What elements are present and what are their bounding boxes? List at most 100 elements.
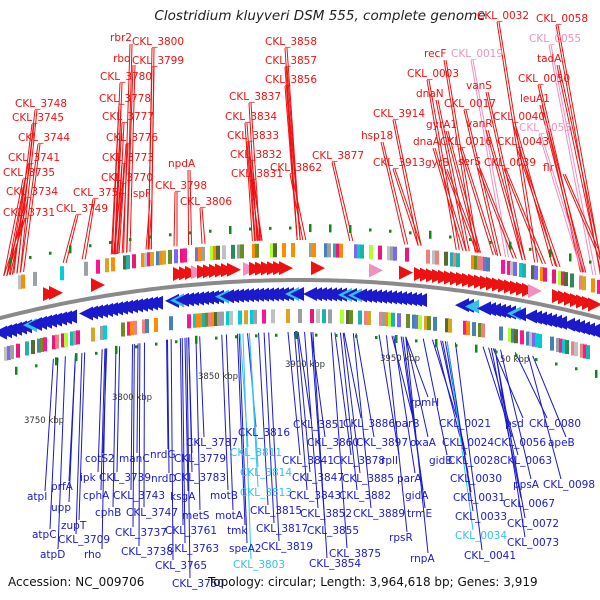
gene-label-gyra1[interactable]: gyrA1 — [426, 119, 458, 131]
gene-label-flr[interactable]: flr — [543, 162, 554, 174]
gene-label-ckl-3777[interactable]: CKL_3777 — [102, 111, 155, 123]
gene-label-ckl-3852[interactable]: CKL_3852 — [300, 508, 353, 520]
gene-label-ckl-3815[interactable]: CKL_3815 — [250, 505, 303, 517]
gene-label-ckl-0040[interactable]: CKL_0040 — [493, 111, 546, 123]
gene-label-para[interactable]: parA — [397, 473, 422, 485]
gene-label-ckl-0053[interactable]: CKL_0053 — [519, 122, 572, 134]
gene-label-ckl-3819[interactable]: CKL_3819 — [261, 541, 314, 553]
gene-label-ppsa[interactable]: ppsA — [513, 479, 539, 491]
gene-label-mota[interactable]: motA — [215, 510, 243, 522]
gene-label-ckl-0031[interactable]: CKL_0031 — [453, 492, 506, 504]
gene-label-ckl-0073[interactable]: CKL_0073 — [507, 537, 560, 549]
gene-label-cphb[interactable]: cphB — [95, 507, 122, 519]
gene-label-ckl-0067[interactable]: CKL_0067 — [503, 498, 556, 510]
gene-label-ckl-3816[interactable]: CKL_3816 — [238, 427, 291, 439]
gene-label-ckl-3783[interactable]: CKL_3783 — [174, 472, 227, 484]
gene-label-gidb[interactable]: gidB — [429, 455, 453, 467]
gene-label-ckl-3770[interactable]: CKL_3770 — [101, 172, 154, 184]
gene-label-ckl-0098[interactable]: CKL_0098 — [543, 479, 596, 491]
gene-label-ckl-3776[interactable]: CKL_3776 — [106, 132, 159, 144]
gene-label-ckl-3800[interactable]: CKL_3800 — [132, 36, 185, 48]
gene-label-recf[interactable]: recF — [424, 48, 447, 60]
gene-label-ckl-3799[interactable]: CKL_3799 — [132, 55, 185, 67]
gene-label-cots2[interactable]: cotS2 — [85, 453, 115, 465]
gene-label-ckl-3779[interactable]: CKL_3779 — [174, 453, 227, 465]
gene-label-psd[interactable]: psd — [505, 418, 524, 430]
gene-label-upp[interactable]: upp — [51, 502, 71, 514]
gene-label-ckl-3837[interactable]: CKL_3837 — [229, 91, 282, 103]
gene-label-ckl-3814[interactable]: CKL_3814 — [240, 467, 293, 479]
gene-label-ckl-0030[interactable]: CKL_0030 — [450, 473, 503, 485]
gene-label-ckl-0017[interactable]: CKL_0017 — [444, 98, 497, 110]
gene-label-ckl-3734[interactable]: CKL_3734 — [6, 186, 59, 198]
gene-label-ckl-3831[interactable]: CKL_3831 — [231, 168, 284, 180]
gene-label-ckl-3897[interactable]: CKL_3897 — [356, 437, 409, 449]
gene-label-ckl-3803[interactable]: CKL_3803 — [233, 559, 286, 571]
gene-label-dnan[interactable]: dnaN — [416, 88, 444, 100]
gene-label-ckl-3878[interactable]: CKL_3878 — [333, 455, 386, 467]
gene-label-ckl-3754[interactable]: CKL_3754 — [73, 187, 126, 199]
gene-label-ckl-3735[interactable]: CKL_3735 — [3, 167, 56, 179]
gene-label-nrdd[interactable]: nrdD — [151, 473, 177, 485]
gene-label-mets[interactable]: metS — [182, 510, 210, 522]
gene-label-rpsr[interactable]: rpsR — [389, 532, 413, 544]
gene-label-atpi[interactable]: atpI — [27, 491, 48, 503]
gene-label-ckl-3747[interactable]: CKL_3747 — [126, 507, 179, 519]
gene-label-ckl-3856[interactable]: CKL_3856 — [265, 74, 318, 86]
gene-label-ckl-3854[interactable]: CKL_3854 — [309, 558, 362, 570]
gene-label-atpc[interactable]: atpC — [32, 529, 57, 541]
gene-label-tada[interactable]: tadA — [537, 53, 562, 65]
gene-label-rho[interactable]: rho — [84, 549, 102, 561]
gene-label-ckl-3855[interactable]: CKL_3855 — [307, 525, 360, 537]
gene-label-ckl-3832[interactable]: CKL_3832 — [230, 149, 283, 161]
gene-label-ckl-0063[interactable]: CKL_0063 — [500, 455, 553, 467]
gene-label-ckl-3780[interactable]: CKL_3780 — [100, 71, 153, 83]
gene-label-ckl-3860[interactable]: CKL_3860 — [307, 437, 360, 449]
gene-label-ckl-3738[interactable]: CKL_3738 — [121, 546, 174, 558]
gene-label-vanr[interactable]: vanR — [466, 118, 493, 130]
gene-label-ckl-0050[interactable]: CKL_0050 — [518, 73, 571, 85]
gene-label-ckl-0032[interactable]: CKL_0032 — [477, 10, 530, 22]
gene-label-ckl-3709[interactable]: CKL_3709 — [58, 534, 111, 546]
gene-label-ckl-3750[interactable]: CKL_3750 — [172, 578, 225, 590]
gene-label-ckl-0033[interactable]: CKL_0033 — [455, 511, 508, 523]
gene-label-rbo[interactable]: rbo — [113, 53, 131, 65]
gene-label-manc[interactable]: manC — [119, 453, 150, 465]
gene-label-ckl-3749[interactable]: CKL_3749 — [56, 203, 109, 215]
gene-label-rpli[interactable]: rplI — [381, 455, 398, 467]
gene-label-ckl-3731[interactable]: CKL_3731 — [3, 207, 56, 219]
gene-label-ckl-3739[interactable]: CKL_3739 — [99, 472, 152, 484]
gene-label-ckl-3851[interactable]: CKL_3851 — [293, 419, 346, 431]
gene-label-ckl-0019[interactable]: CKL_0019 — [451, 48, 504, 60]
gene-label-atpd[interactable]: atpD — [40, 549, 66, 561]
gene-label-ckl-0028[interactable]: CKL_0028 — [448, 455, 501, 467]
gene-label-ckl-3857[interactable]: CKL_3857 — [265, 55, 318, 67]
gene-label-ckl-0043[interactable]: CKL_0043 — [497, 136, 550, 148]
gene-label-prfa[interactable]: prfA — [51, 481, 73, 493]
gene-label-oxaa[interactable]: oxaA — [410, 437, 436, 449]
gene-label-ckl-0016[interactable]: CKL_0016 — [440, 136, 493, 148]
gene-label-apeb[interactable]: apeB — [548, 437, 575, 449]
gene-label-ckl-3787[interactable]: CKL_3787 — [186, 437, 239, 449]
gene-label-ksga[interactable]: ksgA — [170, 491, 196, 503]
gene-label-cpha[interactable]: cphA — [83, 490, 110, 502]
gene-label-ckl-3834[interactable]: CKL_3834 — [225, 111, 278, 123]
gene-label-zupt[interactable]: zupT — [61, 520, 87, 532]
gene-label-ckl-0039[interactable]: CKL_0039 — [484, 157, 537, 169]
gene-label-ckl-0058[interactable]: CKL_0058 — [536, 13, 589, 25]
gene-label-ckl-3882[interactable]: CKL_3882 — [339, 490, 392, 502]
gene-label-ckl-3862[interactable]: CKL_3862 — [270, 162, 323, 174]
gene-label-ckl-3798[interactable]: CKL_3798 — [155, 180, 208, 192]
gene-label-ckl-3885[interactable]: CKL_3885 — [342, 473, 395, 485]
gene-label-sers[interactable]: serS — [458, 156, 481, 168]
gene-label-npda[interactable]: npdA — [168, 158, 196, 170]
gene-label-ckl-0041[interactable]: CKL_0041 — [464, 550, 517, 562]
gene-label-vans[interactable]: vanS — [466, 80, 492, 92]
gene-label-ckl-3744[interactable]: CKL_3744 — [18, 132, 71, 144]
gene-label-tmk[interactable]: tmk — [227, 525, 248, 537]
gene-label-ckl-3811[interactable]: CKL_3811 — [230, 447, 283, 459]
gene-label-ckl-0024[interactable]: CKL_0024 — [442, 437, 495, 449]
gene-label-ckl-3847[interactable]: CKL_3847 — [292, 472, 345, 484]
gene-label-ckl-0056[interactable]: CKL_0056 — [494, 437, 547, 449]
gene-label-ckl-0072[interactable]: CKL_0072 — [507, 518, 560, 530]
